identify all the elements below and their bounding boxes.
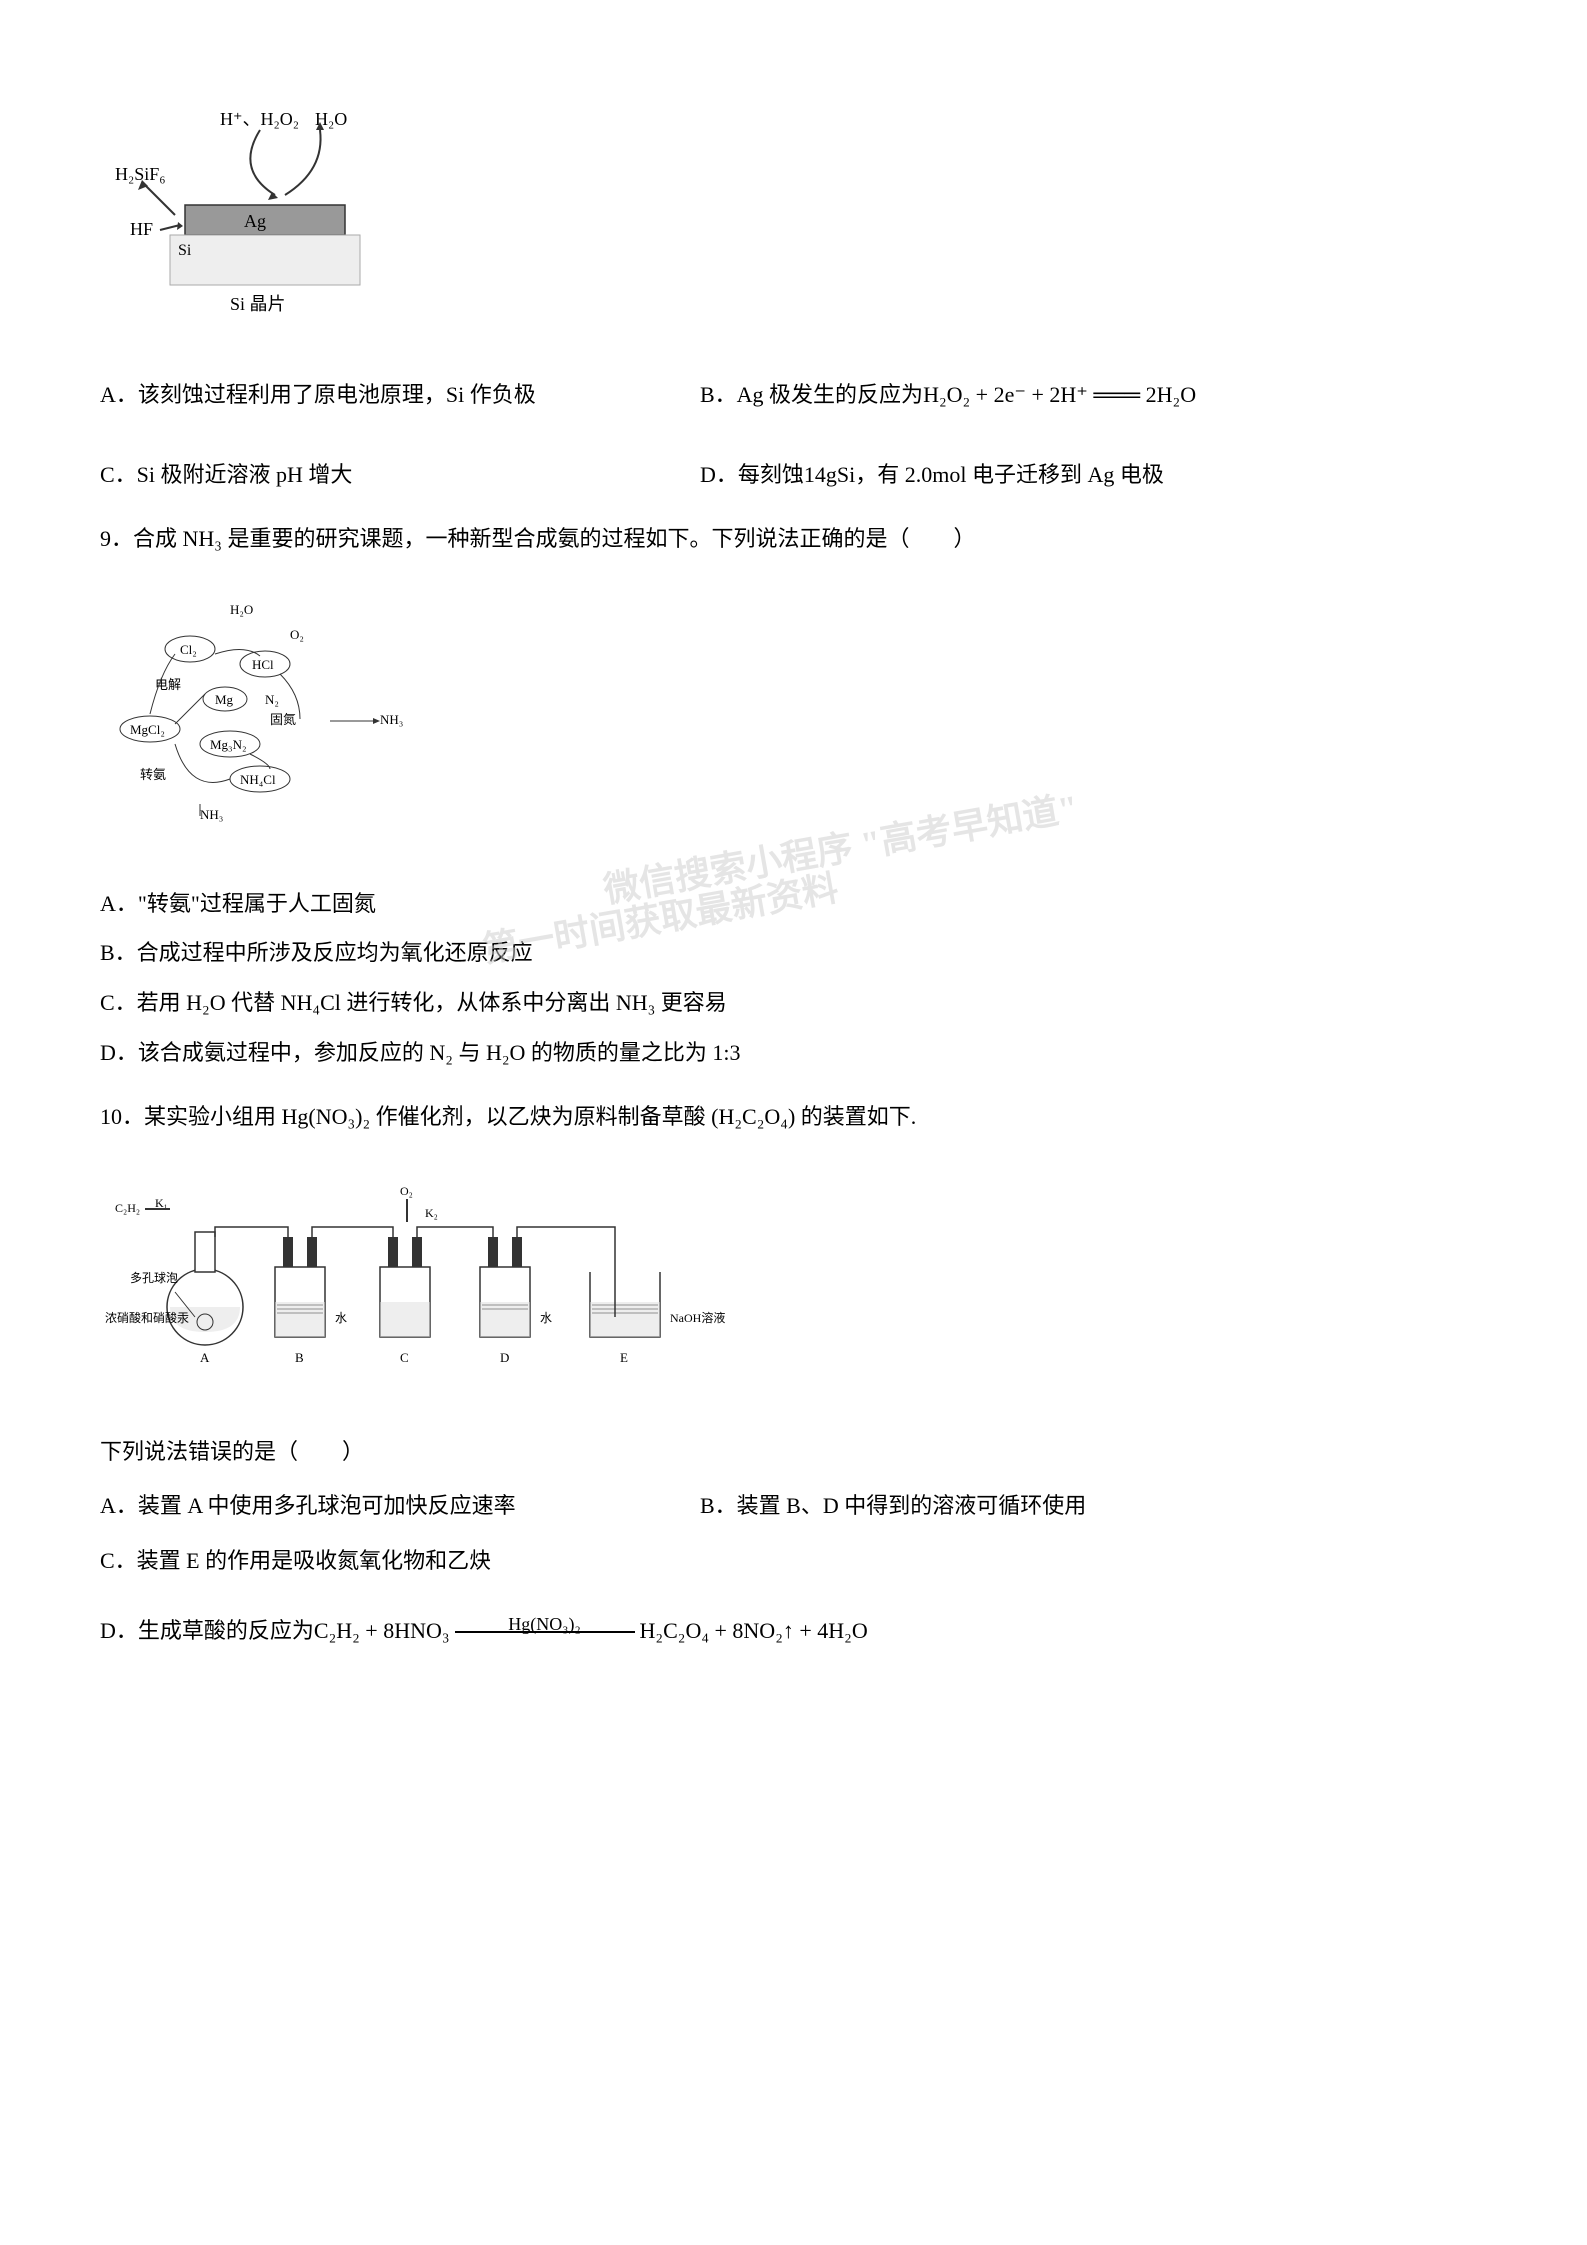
h2sif6-arrow [145,185,175,215]
hf-arrow [160,225,180,230]
cycle-mg3n2: Mg₃N₂ [210,737,247,752]
apparatus-svg: C₂H₂ K₁ O₂ K₂ 多孔球泡 浓硝酸和硝酸汞 A 水 B C [100,1177,780,1377]
cycle-nh4cl: NH₄Cl [240,772,276,787]
tube-ab [215,1227,288,1237]
label-b: B [295,1350,304,1365]
cycle-o2: O₂ [290,627,304,642]
nh3-arrowhead1 [373,718,380,724]
bottle-b-stopper2 [307,1237,317,1267]
q8-option-c: C．Si 极附近溶液 pH 增大 [100,455,700,495]
q9-stem: 9．合成 NH₃ 是重要的研究课题，一种新型合成氨的过程如下。下列说法正确的是（… [100,519,1487,559]
bottle-d-stopper2 [512,1237,522,1267]
q8-option-b: B．Ag 极发生的反应为H₂O₂ + 2e⁻ + 2H⁺ ═══ 2H₂O [700,375,1487,415]
q8-option-a: A．该刻蚀过程利用了原电池原理，Si 作负极 [100,375,700,415]
q8-row1: A．该刻蚀过程利用了原电池原理，Si 作负极 B．Ag 极发生的反应为H₂O₂ … [100,375,1487,415]
k2-label: K₂ [425,1206,438,1220]
cycle-mg: Mg [215,692,234,707]
si-wafer-rect [170,235,360,285]
o2-label: O₂ [400,1184,413,1198]
porous-label: 多孔球泡 [130,1271,178,1285]
cycle-h2o: H₂O [230,602,253,617]
q10-figure: C₂H₂ K₁ O₂ K₂ 多孔球泡 浓硝酸和硝酸汞 A 水 B C [100,1157,1487,1402]
label-c: C [400,1350,409,1365]
cycle-svg: H₂O O₂ Cl₂ HCl 电解 Mg N₂ 固氮 NH₃ MgCl₂ Mg₃… [100,594,480,834]
si-label: Si [178,242,192,259]
water-b-label: 水 [335,1311,347,1325]
q10-sub-stem: 下列说法错误的是（ ） [100,1432,1487,1472]
si-caption: Si 晶片 [230,294,286,314]
q8-b-prefix: B．Ag 极发生的反应为 [700,382,923,407]
water-d-label: 水 [540,1311,552,1325]
si-wafer-svg: H⁺、H₂O₂ H₂O H₂SiF₆ HF Ag Si Si 晶片 [100,100,380,340]
h-h2o2-label: H⁺、H₂O₂ [220,109,299,129]
q10-d-prefix: D．生成草酸的反应为 [100,1618,314,1643]
bottle-c-stopper2 [412,1237,422,1267]
q10-option-b: B．装置 B、D 中得到的溶液可循环使用 [700,1486,1487,1526]
flask-a-neck [195,1232,215,1272]
reaction-arrow: Hg(NO₃)₂ [455,1631,635,1633]
arrowhead-in [268,192,278,200]
tube-bc [312,1227,393,1237]
q8-option-d: D．每刻蚀14gSi，有 2.0mol 电子迁移到 Ag 电极 [700,455,1487,495]
bottle-c-liquid [380,1302,430,1337]
hf-arrowhead [177,222,183,230]
c2h2-label: C₂H₂ [115,1201,140,1215]
si-wafer-figure: H⁺、H₂O₂ H₂O H₂SiF₆ HF Ag Si Si 晶片 [100,100,1487,345]
arrow-in [250,130,275,195]
cycle-nh3-1: NH₃ [380,712,403,727]
cycle-n2: N₂ [265,692,279,707]
cycle-cl2: Cl₂ [180,642,197,657]
bottle-d-stopper1 [488,1237,498,1267]
beaker-e-liquid [590,1302,660,1337]
cycle-mgcl2: MgCl₂ [130,722,165,737]
q10-option-a: A．装置 A 中使用多孔球泡可加快反应速率 [100,1486,700,1526]
q9-figure: H₂O O₂ Cl₂ HCl 电解 Mg N₂ 固氮 NH₃ MgCl₂ Mg₃… [100,579,1487,854]
q9-option-d: D．该合成氨过程中，参加反应的 N₂ 与 H₂O 的物质的量之比为 1:3 [100,1033,1487,1073]
naoh-label: NaOH溶液 [670,1310,725,1325]
cycle-fixation: 固氮 [270,712,296,727]
catalyst-label: Hg(NO₃)₂ [508,1608,581,1640]
tube-cd [417,1227,493,1237]
ag-label: Ag [244,211,266,231]
q10-d-right: H₂C₂O₄ + 8NO₂↑ + 4H₂O [640,1618,868,1643]
label-e: E [620,1350,628,1365]
q10-option-c: C．装置 E 的作用是吸收氮氧化物和乙炔 [100,1541,1487,1581]
q10-stem: 10．某实验小组用 Hg(NO₃)₂ 作催化剂，以乙炔为原料制备草酸 (H₂C₂… [100,1097,1487,1137]
label-d: D [500,1350,509,1365]
q10-row1: A．装置 A 中使用多孔球泡可加快反应速率 B．装置 B、D 中得到的溶液可循环… [100,1486,1487,1526]
q9-option-a: A．"转氨"过程属于人工固氮 [100,884,1487,924]
cycle-transfer: 转氨 [140,767,166,782]
q9-option-b: B．合成过程中所涉及反应均为氧化还原反应 [100,933,1487,973]
h2sif6-label: H₂SiF₆ [115,164,166,184]
bottle-d-liquid [480,1302,530,1337]
q8-b-equation: H₂O₂ + 2e⁻ + 2H⁺ ═══ 2H₂O [923,382,1196,407]
q8-row2: C．Si 极附近溶液 pH 增大 D．每刻蚀14gSi，有 2.0mol 电子迁… [100,455,1487,495]
cycle-nh3-2: NH₃ [200,807,223,822]
bottle-c-stopper1 [388,1237,398,1267]
cycle-arc6 [175,694,205,724]
k1-label: K₁ [155,1196,168,1210]
q10-option-d: D．生成草酸的反应为C₂H₂ + 8HNO₃ Hg(NO₃)₂ H₂C₂O₄ + 8… [100,1611,1487,1651]
hf-label: HF [130,219,153,239]
q9-option-c: C．若用 H₂O 代替 NH₄Cl 进行转化，从体系中分离出 NH₃ 更容易 [100,983,1487,1023]
label-a: A [200,1350,210,1365]
bottle-b-stopper1 [283,1237,293,1267]
cycle-hcl: HCl [252,657,274,672]
bottle-b-liquid [275,1302,325,1337]
q10-d-left: C₂H₂ + 8HNO₃ [314,1618,450,1643]
solution-a-label: 浓硝酸和硝酸汞 [105,1310,189,1325]
arrow-out [285,130,321,195]
